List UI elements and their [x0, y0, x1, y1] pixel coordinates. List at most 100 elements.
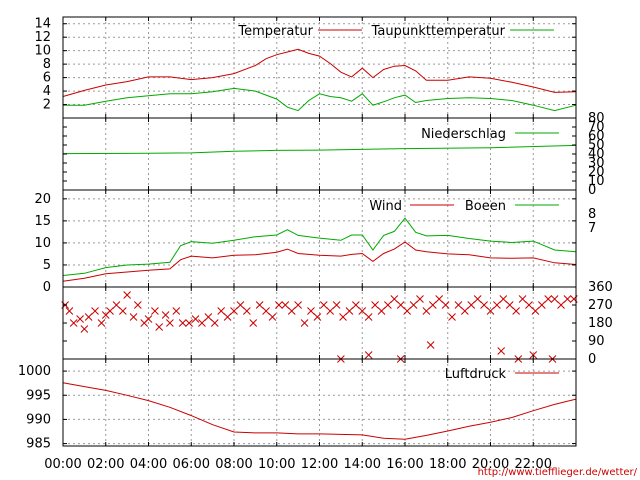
legend-entry: Temperatur — [237, 24, 362, 39]
x-tick-label: 12:00 — [301, 457, 338, 472]
wind-direction-marker — [364, 351, 373, 359]
series-line-wind-1 — [62, 217, 577, 276]
legend-label: Temperatur — [237, 24, 313, 39]
y-tick-label-right: 80 — [588, 111, 605, 126]
y-tick-label: 2 — [43, 98, 51, 113]
data-series — [61, 48, 578, 440]
grid-lines — [63, 17, 576, 446]
wind-direction-marker — [326, 307, 335, 315]
wind-direction-marker — [319, 301, 328, 309]
wind-direction-marker — [426, 341, 435, 349]
wind-direction-marker — [358, 307, 367, 315]
wind-direction-marker — [236, 301, 245, 309]
y-tick-label-right: 180 — [588, 316, 613, 331]
wind-direction-marker — [563, 295, 572, 303]
wind-direction-marker — [480, 301, 488, 309]
wind-direction-marker — [473, 295, 482, 303]
wind-direction-marker — [97, 319, 106, 327]
wind-direction-marker — [390, 295, 399, 303]
x-tick-label: 06:00 — [173, 457, 210, 472]
wind-direction-marker — [242, 307, 251, 315]
wind-direction-marker — [210, 319, 219, 327]
wind-direction-marker — [505, 301, 514, 309]
series-line-temperature-1 — [63, 87, 577, 112]
wind-direction-marker — [118, 307, 127, 315]
x-tick-label: 16:00 — [386, 457, 423, 472]
wind-direction-marker — [106, 307, 114, 315]
wind-direction-marker — [65, 307, 74, 315]
wind-direction-marker — [166, 319, 174, 327]
wind-direction-marker — [544, 295, 553, 303]
wind-direction-marker — [144, 315, 153, 323]
wind-direction-marker — [300, 319, 309, 327]
y-tick-label: 20 — [34, 192, 51, 207]
y-tick-label-right: 10 — [588, 174, 605, 189]
panel-frames — [62, 16, 577, 447]
legend-entry: Taupunkttemperatur — [371, 24, 554, 39]
y-tick-label: 1000 — [18, 364, 51, 379]
axis-labels: 2468101214010203040506070800510152078090… — [18, 17, 613, 472]
wind-direction-marker — [422, 307, 431, 315]
y-tick-label: 4 — [43, 84, 51, 99]
wind-direction-marker — [339, 313, 347, 321]
credit-link[interactable]: http://www.tiefflieger.de/wetter/ — [478, 467, 638, 478]
wind-direction-marker — [84, 313, 93, 321]
wind-direction-marker — [497, 347, 506, 355]
wind-direction-marker — [281, 301, 290, 309]
legend-entry: Luftdruck — [445, 367, 559, 382]
wind-direction-marker — [371, 301, 379, 309]
wind-direction-marker — [460, 307, 469, 315]
wind-direction-marker — [377, 307, 386, 315]
x-tick-label: 18:00 — [429, 457, 466, 472]
wind-direction-marker — [454, 301, 463, 309]
wind-direction-marker — [441, 301, 450, 309]
wind-direction-marker — [91, 307, 99, 315]
y-tick-label-right: 50 — [588, 138, 605, 153]
wind-direction-marker — [486, 307, 495, 315]
wind-direction-marker — [467, 301, 476, 309]
wind-direction-marker — [133, 301, 142, 309]
wind-direction-marker — [262, 307, 270, 315]
y-tick-label-right: 0 — [588, 352, 596, 367]
wind-direction-marker — [550, 295, 559, 303]
y-tick-label: 5 — [43, 258, 51, 273]
wind-direction-marker — [80, 325, 89, 333]
wind-direction-marker — [172, 307, 181, 315]
y-tick-label-right: 0 — [588, 183, 596, 198]
wind-direction-marker — [178, 319, 187, 327]
legend-entry: Wind — [369, 199, 454, 214]
legend-label: Boeen — [465, 199, 506, 214]
x-tick-label: 04:00 — [130, 457, 167, 472]
wind-direction-marker — [76, 315, 84, 323]
wind-direction-marker — [493, 301, 501, 309]
wind-direction-marker — [313, 313, 322, 321]
wind-direction-marker — [531, 307, 540, 315]
y-tick-label-right: 90 — [588, 334, 605, 349]
x-tick-label: 02:00 — [87, 457, 124, 472]
x-tick-label: 14:00 — [344, 457, 381, 472]
legend-entry: Niederschlag — [421, 127, 559, 142]
wind-direction-marker — [364, 313, 373, 321]
y-tick-label-right: 270 — [588, 298, 613, 313]
y-tick-label: 0 — [43, 280, 51, 295]
y-tick-label: 10 — [34, 44, 51, 59]
wind-direction-marker — [223, 313, 232, 321]
wind-direction-marker — [230, 307, 238, 315]
series-line-wind-0 — [62, 241, 577, 282]
y-tick-label: 990 — [26, 412, 51, 427]
wind-direction-marker — [384, 301, 392, 309]
x-tick-label: 20:00 — [472, 457, 509, 472]
series-line-temperature-0 — [62, 48, 577, 97]
y-tick-label-right: 40 — [588, 147, 605, 162]
wind-direction-marker — [255, 301, 264, 309]
y-tick-label: 995 — [26, 388, 51, 403]
wind-direction-marker — [396, 301, 405, 309]
wind-direction-marker — [403, 307, 411, 315]
wind-direction-marker — [525, 301, 533, 309]
series-line-precipitation-0 — [62, 144, 577, 155]
y-tick-label: 15 — [34, 214, 51, 229]
y-tick-label-right: 70 — [588, 120, 605, 135]
y-tick-label-right: 30 — [588, 156, 605, 171]
legends: Temperatur Taupunkttemperatur Niederschlag… — [237, 24, 559, 382]
